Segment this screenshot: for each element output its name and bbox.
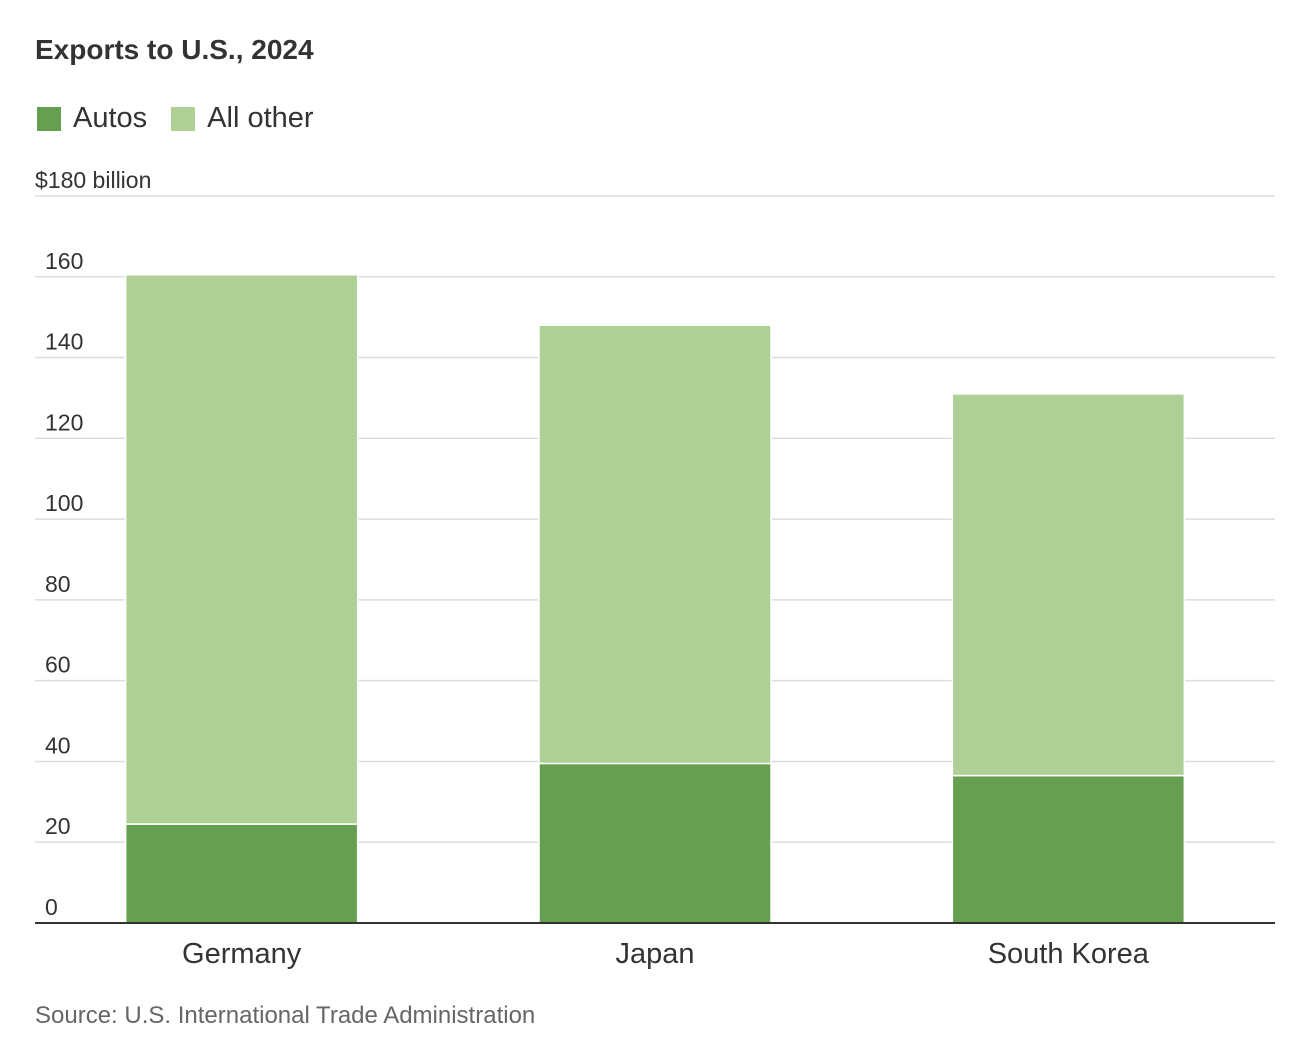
y-tick-label: $180 billion [35,167,151,193]
legend-swatch-all-other [171,106,196,131]
y-tick-label: 80 [45,571,71,597]
y-tick-label: 0 [45,894,58,920]
legend-label-all-other: All other [207,102,314,134]
y-tick-label: 120 [45,409,83,435]
y-tick-label: 160 [45,248,83,274]
chart-title: Exports to U.S., 2024 [35,34,314,65]
y-tick-label: 60 [45,652,71,678]
bar-all-other [951,393,1186,777]
legend-swatch-autos [37,106,61,131]
bar-autos [124,823,359,924]
legend-item-all-other: All other [171,102,314,135]
bar-autos [951,774,1186,924]
x-tick-label: Japan [615,938,694,970]
bar-all-other [124,274,359,825]
bar-autos [538,762,772,924]
y-tick-label: 40 [45,732,71,758]
y-tick-label: 100 [45,490,83,516]
y-tick-label: 140 [45,329,83,355]
x-tick-label: South Korea [988,938,1150,970]
legend-item-autos: Autos [37,102,147,135]
bar-all-other [538,324,772,765]
y-tick-label: 20 [45,813,71,839]
source-note: Source: U.S. International Trade Adminis… [35,1002,536,1029]
legend-label-autos: Autos [73,102,148,134]
x-tick-label: Germany [182,938,302,970]
legend: Autos All other [37,102,338,135]
